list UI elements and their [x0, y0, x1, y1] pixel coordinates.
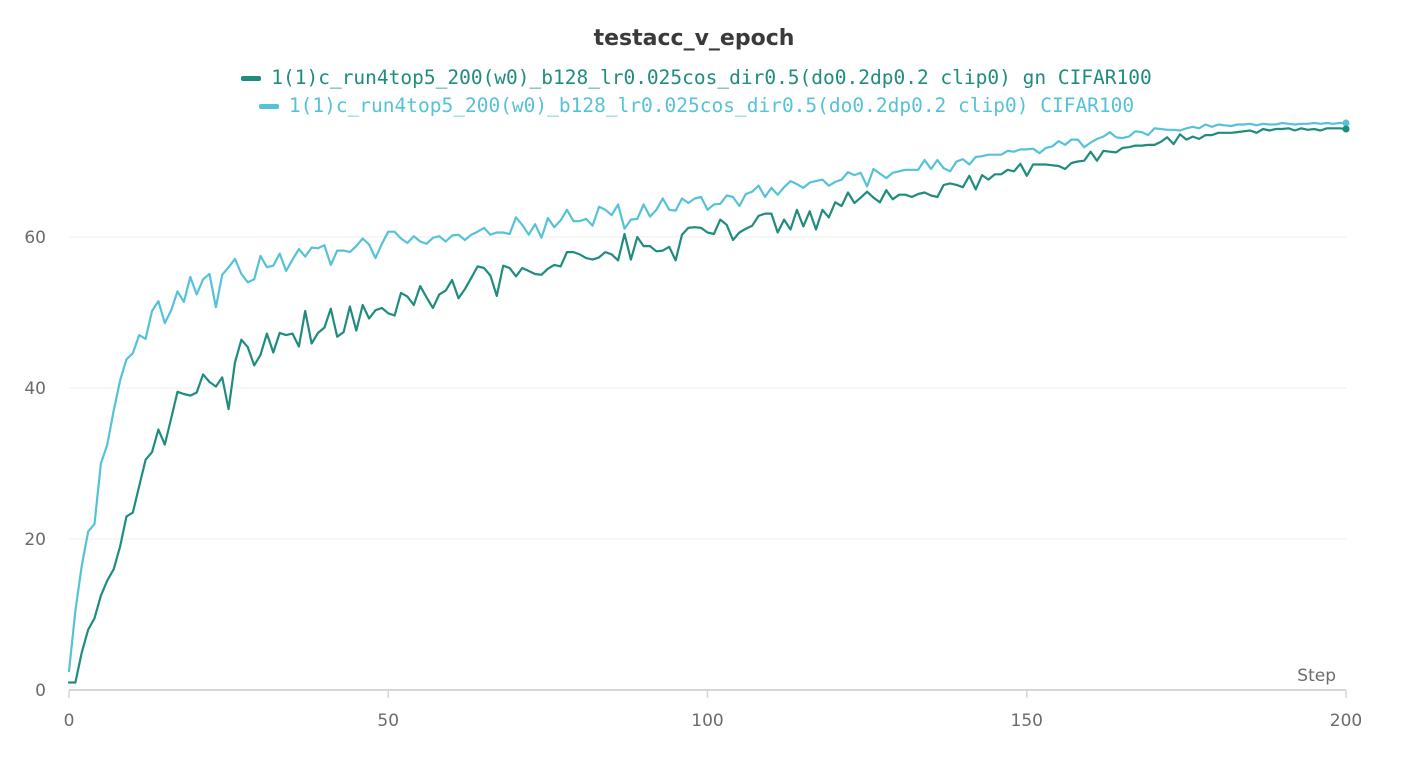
legend-label-series-2: 1(1)c_run4top5_200(w0)_b128_lr0.025cos_d…	[288, 94, 1135, 117]
legend-label-series-1: 1(1)c_run4top5_200(w0)_b128_lr0.025cos_d…	[271, 66, 1152, 89]
grid-layer	[69, 236, 1346, 540]
legend-swatch-series-2	[258, 103, 279, 109]
x-tick-label: 0	[64, 711, 75, 731]
x-axis-label: Step	[1297, 666, 1336, 686]
x-tick-label: 200	[1330, 711, 1362, 731]
series-line-1	[67, 127, 1348, 684]
series-line-2	[67, 121, 1348, 673]
x-tick-label: 100	[691, 711, 723, 731]
series-layer	[67, 119, 1350, 684]
y-tick-label: 0	[35, 681, 46, 701]
y-tick-label: 20	[24, 530, 46, 550]
x-tick-label: 150	[1011, 711, 1043, 731]
chart-title: testacc_v_epoch	[593, 26, 795, 51]
legend-item-series-2[interactable]: 1(1)c_run4top5_200(w0)_b128_lr0.025cos_d…	[0, 92, 1393, 120]
y-tick-label: 60	[24, 228, 46, 248]
y-tick-label: 40	[24, 379, 46, 399]
series-endpoint-2	[1342, 119, 1350, 127]
chart-legend: 1(1)c_run4top5_200(w0)_b128_lr0.025cos_d…	[0, 64, 1393, 120]
legend-swatch-series-1	[241, 75, 262, 81]
series-endpoint-1	[1342, 125, 1350, 133]
axes-layer: Step 0 20 40 60 0 50 100 150 200	[24, 228, 1362, 731]
x-tick-label: 50	[377, 711, 399, 731]
legend-item-series-1[interactable]: 1(1)c_run4top5_200(w0)_b128_lr0.025cos_d…	[0, 64, 1393, 92]
